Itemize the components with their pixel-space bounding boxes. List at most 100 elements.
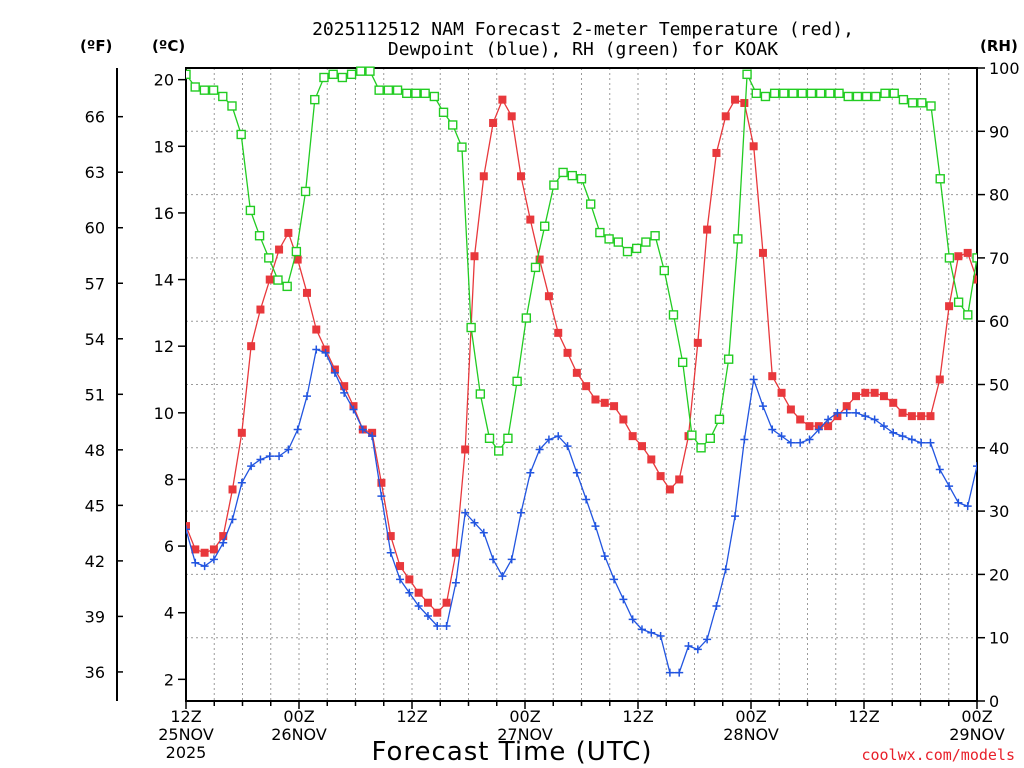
- temperature-point: [973, 275, 977, 284]
- temperature-point: [796, 415, 805, 424]
- rh-point: [273, 275, 283, 285]
- temperature-point: [544, 292, 553, 301]
- dewpoint-point: [842, 408, 851, 417]
- dewpoint-point: [396, 575, 405, 584]
- rh-point: [475, 389, 486, 399]
- rh-point: [521, 313, 532, 323]
- celsius-tick-label: 14: [154, 271, 174, 290]
- dewpoint-point: [228, 515, 237, 524]
- rh-point: [733, 234, 743, 244]
- series-temperature: [186, 95, 977, 617]
- rh-point: [218, 91, 228, 102]
- rh-point: [365, 66, 375, 76]
- fahrenheit-tick-label: 60: [85, 219, 105, 238]
- rh-tick-label: 50: [989, 376, 1009, 395]
- rh-point: [374, 85, 384, 95]
- celsius-tick-label: 4: [164, 604, 174, 623]
- temperature-point: [591, 395, 600, 404]
- dewpoint-point: [777, 432, 786, 441]
- rh-point: [742, 69, 752, 80]
- fahrenheit-tick-label: 51: [85, 385, 105, 404]
- x-tick-label: 27NOV: [497, 725, 553, 744]
- temperature-point: [219, 532, 228, 541]
- dewpoint-point: [186, 525, 190, 534]
- rh-point: [871, 91, 881, 102]
- rh-point: [880, 88, 890, 99]
- dewpoint-point: [368, 432, 377, 441]
- rh-point: [760, 91, 771, 102]
- rh-point: [438, 107, 449, 118]
- dewpoint-point: [675, 668, 684, 677]
- temperature-point: [703, 225, 712, 234]
- temperature-point: [610, 402, 619, 411]
- dewpoint-point: [610, 575, 619, 584]
- rh-point: [861, 91, 872, 102]
- rh-tick-label: 90: [989, 122, 1009, 141]
- dewpoint-point: [926, 438, 935, 447]
- rh-point: [843, 91, 853, 102]
- rh-point: [659, 265, 669, 276]
- dewpoint-point: [433, 622, 442, 631]
- rh-point: [898, 94, 909, 105]
- rh-point: [540, 221, 550, 231]
- rh-point: [972, 253, 977, 263]
- temperature-point: [312, 325, 321, 334]
- rh-point: [282, 281, 292, 292]
- temperature-point: [768, 372, 777, 381]
- temperature-point: [963, 248, 972, 257]
- temperature-point: [749, 142, 758, 151]
- rh-point: [457, 142, 467, 152]
- temperature-point: [870, 388, 879, 397]
- dewpoint-point: [703, 635, 712, 644]
- temperature-point: [582, 382, 591, 391]
- temperature-point: [377, 478, 386, 487]
- dewpoint-point: [665, 668, 674, 677]
- dewpoint-point: [796, 438, 805, 447]
- rh-unit-label: (RH): [980, 37, 1018, 55]
- rh-point: [337, 72, 348, 83]
- dewpoint-point: [768, 425, 777, 434]
- rh-point: [613, 237, 623, 247]
- rh-point: [595, 227, 605, 238]
- temperature-point: [935, 375, 944, 384]
- temperature-point: [721, 112, 730, 121]
- temperature-point: [209, 545, 218, 554]
- celsius-tick-label: 18: [154, 137, 174, 156]
- dewpoint-point: [637, 625, 646, 634]
- temperature-point: [879, 392, 888, 401]
- rh-point: [779, 88, 789, 99]
- dewpoint-point: [554, 432, 563, 441]
- temperature-point: [731, 95, 740, 104]
- dewpoint-point: [684, 642, 693, 651]
- dewpoint-point: [945, 482, 954, 491]
- temperature-point: [461, 445, 470, 454]
- temperature-point: [405, 575, 414, 584]
- rh-point: [769, 88, 780, 99]
- rh-point: [687, 430, 697, 440]
- rh-point: [622, 246, 633, 257]
- temperature-point: [340, 382, 349, 391]
- dewpoint-point: [879, 422, 888, 431]
- temperature-point: [186, 522, 190, 531]
- temperature-point: [535, 255, 544, 264]
- dewpoint-point: [805, 435, 814, 444]
- temperature-point: [265, 275, 274, 284]
- rh-point: [806, 88, 817, 99]
- rh-point: [484, 433, 495, 444]
- dewpoint-point: [209, 555, 218, 564]
- rh-point: [641, 237, 651, 247]
- temperature-point: [842, 402, 851, 411]
- x-tick-label: 00Z: [961, 707, 992, 726]
- temperature-point: [517, 172, 526, 181]
- x-tick-label: 12Z: [848, 707, 879, 726]
- rh-point: [907, 98, 918, 108]
- dewpoint-point: [423, 612, 432, 621]
- rh-point: [319, 72, 329, 83]
- dewpoint-point: [191, 558, 200, 567]
- rh-point: [383, 85, 394, 95]
- rh-point: [677, 357, 688, 368]
- rh-point: [650, 231, 660, 241]
- dewpoint-point: [358, 425, 367, 434]
- rh-tick-label: 80: [989, 186, 1009, 205]
